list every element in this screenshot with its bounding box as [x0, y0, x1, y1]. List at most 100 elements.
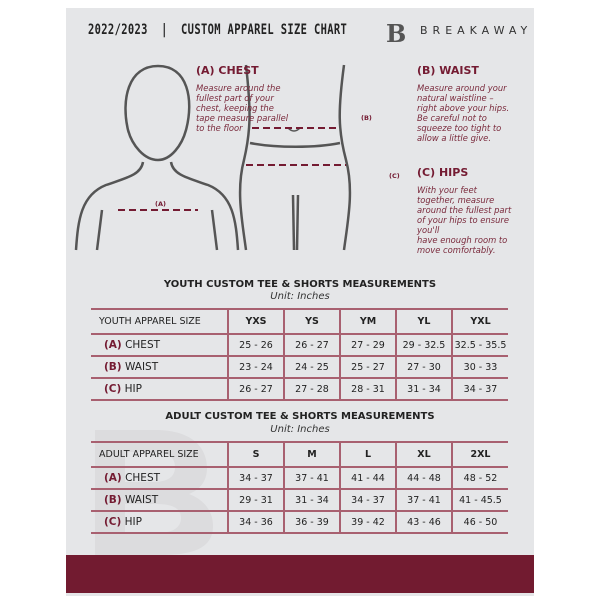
table-cell: 29 - 31 — [227, 489, 284, 512]
chest-instructions: Measure around the fullest part of your ch… — [196, 83, 288, 133]
row-label: (A) CHEST — [91, 334, 228, 357]
text-line: chest, keeping the — [196, 103, 274, 113]
table-row: (B) WAIST 23 - 24 24 - 25 25 - 27 27 - 30 30 … — [91, 356, 508, 379]
text-line: together, measure — [417, 195, 495, 205]
table-cell: 36 - 39 — [283, 511, 340, 534]
text-line: Measure around the — [196, 83, 281, 93]
table-cell: 34 - 37 — [227, 467, 284, 490]
waist-marker: (B) — [361, 114, 372, 122]
table-cell: 27 - 28 — [283, 378, 340, 401]
brand-logo-icon: B — [386, 19, 407, 48]
text-line: With your feet — [417, 185, 477, 195]
table-cell: 26 - 27 — [227, 378, 284, 401]
row-name: HIP — [124, 516, 142, 528]
row-letter: (B) — [104, 361, 122, 373]
text-line: Measure around your — [417, 83, 507, 93]
table-cell: 27 - 29 — [339, 334, 396, 357]
text-line: of your hips to ensure — [417, 215, 510, 225]
adult-unit: Unit: Inches — [270, 424, 330, 435]
table-row: (B) WAIST 29 - 31 31 - 34 34 - 37 37 - 41 41 … — [91, 489, 508, 512]
waist-heading: (B) WAIST — [417, 64, 479, 77]
row-label: (C) HIP — [91, 378, 228, 401]
youth-section-title: YOUTH CUSTOM TEE & SHORTS MEASUREMENTS — [163, 279, 437, 290]
table-cell: 31 - 34 — [283, 489, 340, 512]
footer-band — [66, 555, 534, 593]
table-cell: 34 - 36 — [227, 511, 284, 534]
table-cell: 30 - 33 — [451, 356, 508, 379]
table-cell: 46 - 50 — [451, 511, 508, 534]
row-label: (C) HIP — [91, 511, 228, 534]
table-cell: 34 - 37 — [339, 489, 396, 512]
row-letter: (C) — [104, 383, 122, 395]
row-name: WAIST — [124, 494, 159, 506]
body-figures-illustration — [74, 64, 352, 251]
text-line: move comfortably. — [417, 245, 496, 255]
table-cell: 41 - 44 — [339, 467, 396, 490]
text-line: fullest part of your — [196, 93, 274, 103]
text-line: Be careful not to — [417, 113, 487, 123]
table-cell: 29 - 32.5 — [395, 334, 452, 357]
youth-unit: Unit: Inches — [270, 291, 330, 302]
table-cell: 44 - 48 — [395, 467, 452, 490]
chest-heading: (A) CHEST — [196, 64, 259, 77]
row-letter: (A) — [104, 339, 122, 351]
size-header: YXL — [451, 308, 508, 335]
table-cell: 48 - 52 — [451, 467, 508, 490]
table-cell: 23 - 24 — [227, 356, 284, 379]
table-row: (A) CHEST 25 - 26 26 - 27 27 - 29 29 - 32.5 3… — [91, 334, 508, 357]
table-cell: 28 - 31 — [339, 378, 396, 401]
text-line: allow a little give. — [417, 133, 491, 143]
text-line: tape measure parallel — [196, 113, 289, 123]
table-cell: 34 - 37 — [451, 378, 508, 401]
text-line: have enough room to — [417, 235, 508, 245]
table-cell: 43 - 46 — [395, 511, 452, 534]
table-cell: 25 - 27 — [339, 356, 396, 379]
table-header-row: ADULT APPAREL SIZE S M L XL 2XL — [91, 441, 508, 468]
table-cell: 37 - 41 — [395, 489, 452, 512]
text-line: you'll — [417, 225, 440, 235]
hips-marker: (C) — [389, 172, 400, 180]
chest-guide: (A) CHEST Measure around the fullest part… — [196, 64, 288, 133]
text-line: natural waistline – — [417, 93, 494, 103]
row-letter: (A) — [104, 472, 122, 484]
table-cell: 39 - 42 — [339, 511, 396, 534]
table-cell: 26 - 27 — [283, 334, 340, 357]
hips-guide: (C) HIPS With your feet together, measure… — [417, 166, 511, 255]
waist-instructions: Measure around your natural waistline – ri… — [417, 83, 509, 143]
size-header: XL — [395, 441, 452, 468]
size-header: YS — [283, 308, 340, 335]
size-header: L — [339, 441, 396, 468]
text-line: right above your hips. — [417, 103, 510, 113]
size-header: M — [283, 441, 340, 468]
youth-size-table: YOUTH APPAREL SIZE YXS YS YM YL YXL (A) CHEST 2… — [91, 308, 508, 401]
adult-section-title: ADULT CUSTOM TEE & SHORTS MEASUREMENTS — [165, 411, 435, 422]
row-label: (B) WAIST — [91, 356, 228, 379]
row-name: HIP — [124, 383, 142, 395]
chest-marker: (A) — [155, 200, 166, 208]
brand-name: BREAKAWAY — [420, 24, 533, 37]
table-cell: 31 - 34 — [395, 378, 452, 401]
table-row: (C) HIP 34 - 36 36 - 39 39 - 42 43 - 46 46 - … — [91, 511, 508, 534]
row-letter: (C) — [104, 516, 122, 528]
table-cell: 25 - 26 — [227, 334, 284, 357]
size-header: YM — [339, 308, 396, 335]
size-header: YL — [395, 308, 452, 335]
text-line: squeeze too tight to — [417, 123, 502, 133]
row-name: CHEST — [125, 472, 161, 484]
header-label: ADULT APPAREL SIZE — [91, 441, 228, 468]
text-line: to the floor — [196, 123, 243, 133]
page-title: 2022/2023 | CUSTOM APPAREL SIZE CHART — [88, 22, 348, 38]
table-cell: 41 - 45.5 — [451, 489, 508, 512]
waist-guide: (B) WAIST Measure around your natural wai… — [417, 64, 509, 143]
size-header: 2XL — [451, 441, 508, 468]
hips-instructions: With your feet together, measure around th… — [417, 185, 511, 255]
table-header-row: YOUTH APPAREL SIZE YXS YS YM YL YXL — [91, 308, 508, 335]
header-label: YOUTH APPAREL SIZE — [91, 308, 228, 335]
adult-size-table: ADULT APPAREL SIZE S M L XL 2XL (A) CHEST 34 - … — [91, 441, 508, 534]
row-name: WAIST — [124, 361, 159, 373]
size-header: S — [227, 441, 284, 468]
hips-heading: (C) HIPS — [417, 166, 469, 179]
size-header: YXS — [227, 308, 284, 335]
table-cell: 37 - 41 — [283, 467, 340, 490]
table-row: (A) CHEST 34 - 37 37 - 41 41 - 44 44 - 48 48 … — [91, 467, 508, 490]
